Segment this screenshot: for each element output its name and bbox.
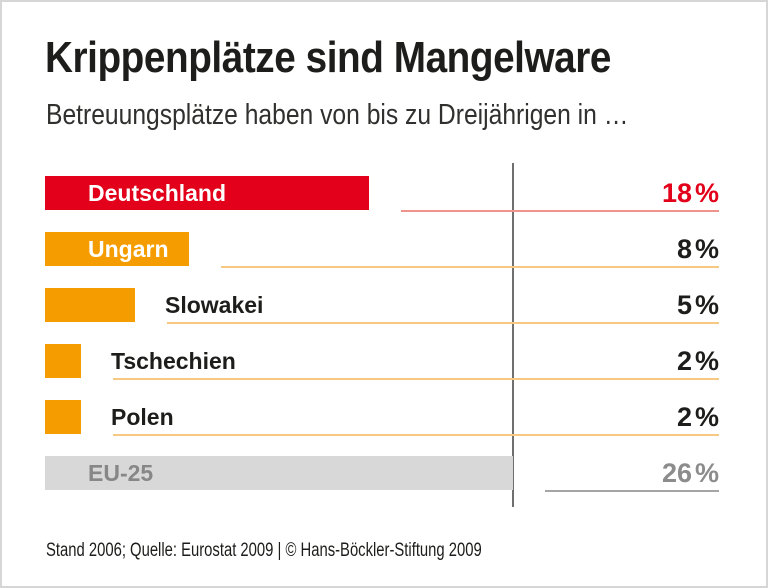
bar-row: Polen 2 % [45,400,719,436]
value-number: 26 [661,457,692,488]
value-number: 18 [661,177,692,208]
category-bar [45,344,81,378]
country-label: Deutschland [88,179,227,206]
row-underline [221,266,719,268]
value-number: 2 [676,345,692,376]
country-label: Ungarn [88,235,169,262]
percent-sign: % [694,177,719,208]
percent-sign: % [694,289,719,320]
value-label: 18 % [662,176,719,210]
country-label: Polen [111,403,174,430]
row-underline [545,490,719,492]
value-label: 26 % [662,456,719,490]
category-bar: Deutschland [45,176,369,210]
value-number: 8 [676,233,692,264]
value-label: 5 % [677,288,719,322]
percent-sign: % [694,233,719,264]
category-bar: Ungarn [45,232,189,266]
bar-chart: Deutschland 18 % Ungarn 8 % Slowakei 5 % [45,163,719,507]
country-label: Slowakei [165,291,264,318]
value-label: 8 % [677,232,719,266]
bar-row: Deutschland 18 % [45,176,719,212]
bar-row: Tschechien 2 % [45,344,719,380]
row-underline [401,210,719,212]
value-label: 2 % [677,400,719,434]
bar-row: Slowakei 5 % [45,288,719,324]
country-label: EU-25 [88,459,154,486]
category-bar [45,288,135,322]
category-bar: EU-25 [45,456,513,490]
percent-sign: % [694,345,719,376]
category-bar [45,400,81,434]
row-underline [167,322,719,324]
row-underline [113,434,719,436]
row-underline [113,378,719,380]
country-label: Tschechien [111,347,236,374]
value-number: 2 [676,401,692,432]
bar-row: Ungarn 8 % [45,232,719,268]
value-number: 5 [676,289,692,320]
source-note: Stand 2006; Quelle: Eurostat 2009 | © Ha… [46,540,482,561]
percent-sign: % [694,457,719,488]
percent-sign: % [694,401,719,432]
bar-row: EU-25 26 % [45,456,719,492]
chart-title: Krippenplätze sind Mangelware [45,33,612,82]
chart-subtitle: Betreuungsplätze haben von bis zu Dreijä… [46,99,629,131]
eu-average-reference-line [512,163,514,507]
value-label: 2 % [677,344,719,378]
